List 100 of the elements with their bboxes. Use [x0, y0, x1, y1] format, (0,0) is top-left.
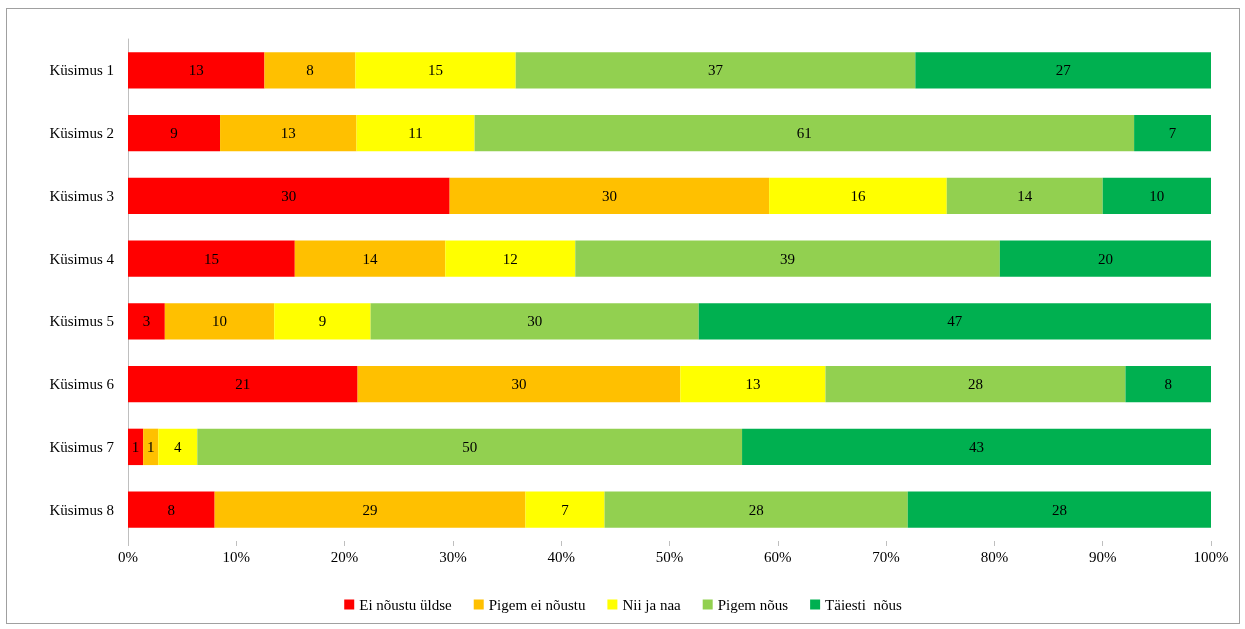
data-label: 11: [408, 125, 423, 142]
data-label: 20: [1097, 250, 1113, 267]
x-tick-label: 40%: [547, 548, 575, 565]
bar: [158, 428, 198, 466]
bar: [264, 52, 356, 89]
bar: [474, 114, 1135, 152]
data-label: 13: [188, 62, 204, 79]
bar: [164, 303, 275, 340]
bar: [128, 114, 221, 152]
data-label: 37: [708, 62, 724, 79]
bar: [680, 365, 826, 403]
data-label: 1: [131, 438, 140, 455]
legend-label: Täiesti nõus: [825, 596, 902, 613]
x-tick-label: 70%: [872, 548, 900, 565]
y-tick-label: Küsimus 2: [49, 125, 114, 142]
bar: [515, 52, 916, 89]
bar: [1134, 114, 1211, 152]
x-tick-label: 50%: [655, 548, 684, 565]
bar: [445, 240, 576, 277]
bar: [128, 52, 265, 89]
bar: [742, 428, 1211, 466]
data-label: 7: [561, 501, 570, 518]
data-label: 30: [281, 187, 297, 204]
data-label: 50: [462, 438, 478, 455]
data-label: 10: [212, 313, 228, 330]
data-label: 30: [511, 376, 527, 393]
legend-label: Nii ja naa: [622, 596, 682, 613]
data-label: 3: [142, 313, 151, 330]
x-tick-label: 90%: [1088, 548, 1117, 565]
x-tick-label: 10%: [222, 548, 251, 565]
bar: [604, 491, 908, 528]
data-label: 14: [1017, 187, 1033, 204]
bar: [294, 240, 446, 277]
bar: [825, 365, 1126, 403]
x-tick-label: 30%: [439, 548, 467, 565]
data-label: 28: [748, 501, 764, 518]
bar: [128, 365, 358, 403]
y-tick-label: Küsimus 7: [49, 438, 115, 455]
data-label: 61: [796, 125, 812, 142]
data-label: 13: [280, 125, 296, 142]
data-label: 30: [601, 187, 617, 204]
y-tick-label: Küsimus 3: [49, 187, 114, 204]
legend-label: Pigem nõus: [717, 596, 789, 613]
data-label: 8: [167, 501, 176, 518]
data-label: 4: [174, 438, 183, 455]
data-label: 10: [1149, 187, 1165, 204]
y-tick-label: Küsimus 1: [49, 62, 114, 79]
bar: [698, 303, 1211, 340]
bar: [449, 177, 770, 215]
bar: [128, 491, 215, 528]
data-label: 15: [203, 250, 219, 267]
bar: [370, 303, 699, 340]
data-label: 21: [235, 376, 251, 393]
x-tick-label: 100%: [1193, 548, 1229, 565]
data-label: 7: [1168, 125, 1177, 142]
data-label: 16: [850, 187, 866, 204]
bar: [356, 114, 475, 152]
bar: [128, 303, 165, 340]
data-label: 12: [502, 250, 518, 267]
y-tick-label: Küsimus 4: [49, 250, 115, 267]
data-label: 43: [969, 438, 985, 455]
bar: [769, 177, 947, 215]
y-tick-label: Küsimus 6: [49, 376, 115, 393]
bar: [525, 491, 605, 528]
data-label: 14: [362, 250, 379, 267]
data-label: 8: [1164, 376, 1172, 393]
x-tick-label: 20%: [330, 548, 359, 565]
data-label: 1: [146, 438, 155, 455]
bar: [220, 114, 357, 152]
y-tick-label: Küsimus 5: [49, 313, 114, 330]
bar: [946, 177, 1103, 215]
legend-label: Ei nõustu üldse: [359, 596, 453, 613]
bar: [128, 428, 144, 466]
x-tick-label: 60%: [764, 548, 792, 565]
y-tick-label: Küsimus 8: [49, 501, 114, 518]
x-tick-label: 0%: [118, 548, 138, 565]
data-label: 39: [780, 250, 796, 267]
data-label: 27: [1055, 62, 1072, 79]
bar: [575, 240, 1000, 277]
data-label: 28: [967, 376, 983, 393]
bar: [355, 52, 516, 89]
data-label: 30: [527, 313, 543, 330]
bar: [1102, 177, 1211, 215]
bar: [214, 491, 526, 528]
data-label: 15: [428, 62, 444, 79]
data-label: 9: [170, 125, 178, 142]
bar: [357, 365, 681, 403]
bar: [197, 428, 743, 466]
bar: [128, 240, 295, 277]
data-label: 29: [362, 501, 378, 518]
bar: [915, 52, 1211, 89]
data-label: 9: [318, 313, 327, 330]
bar: [128, 177, 450, 215]
data-label: 28: [1051, 501, 1067, 518]
legend-label: Pigem ei nõustu: [488, 596, 586, 613]
bar: [907, 491, 1211, 528]
bar: [143, 428, 159, 466]
data-label: 47: [947, 313, 963, 330]
bar: [274, 303, 371, 340]
bar: [1125, 365, 1211, 403]
